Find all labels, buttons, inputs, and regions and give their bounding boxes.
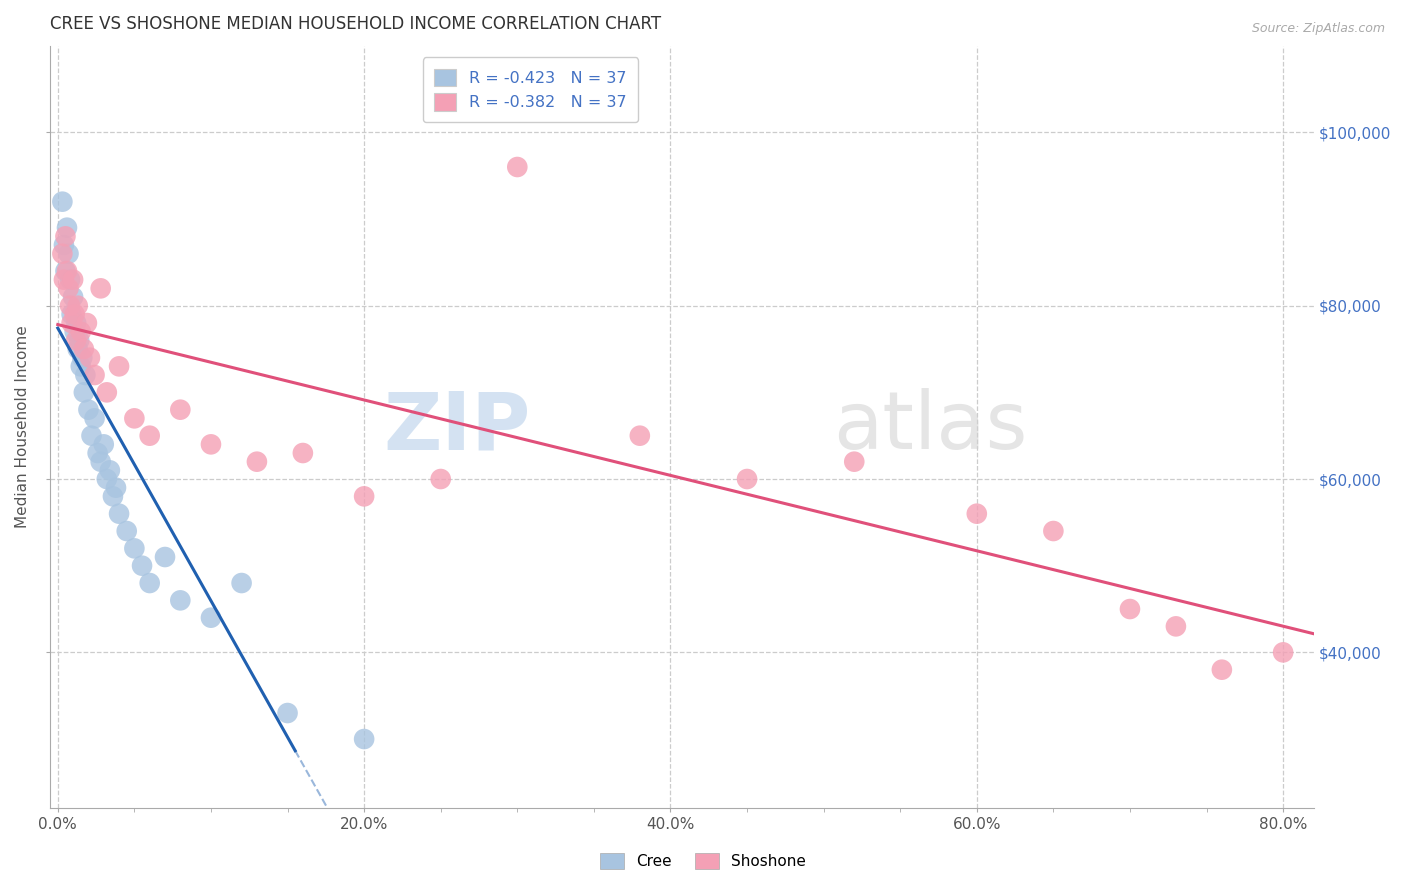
- Point: [98, 463, 121, 477]
- Point: [77, 402, 100, 417]
- Point: [108, 507, 131, 521]
- Point: [51, 194, 73, 209]
- Point: [66, 342, 89, 356]
- Point: [55, 229, 77, 244]
- Point: [108, 359, 131, 374]
- Point: [62, 273, 84, 287]
- Point: [1119, 602, 1142, 616]
- Point: [231, 576, 253, 591]
- Point: [138, 576, 160, 591]
- Point: [353, 732, 375, 747]
- Point: [55, 264, 77, 278]
- Point: [65, 334, 87, 348]
- Y-axis label: Median Household Income: Median Household Income: [15, 326, 30, 528]
- Point: [67, 334, 90, 348]
- Point: [63, 325, 86, 339]
- Point: [96, 385, 118, 400]
- Text: CREE VS SHOSHONE MEDIAN HOUSEHOLD INCOME CORRELATION CHART: CREE VS SHOSHONE MEDIAN HOUSEHOLD INCOME…: [51, 15, 661, 33]
- Point: [62, 290, 84, 304]
- Point: [844, 455, 866, 469]
- Point: [246, 455, 269, 469]
- Text: atlas: atlas: [834, 388, 1028, 466]
- Point: [58, 281, 80, 295]
- Point: [69, 359, 91, 374]
- Point: [353, 489, 375, 503]
- Point: [83, 368, 105, 382]
- Point: [79, 351, 101, 365]
- Point: [69, 325, 91, 339]
- Point: [131, 558, 153, 573]
- Point: [86, 446, 108, 460]
- Point: [291, 446, 314, 460]
- Point: [1164, 619, 1187, 633]
- Point: [51, 246, 73, 260]
- Point: [153, 549, 176, 564]
- Point: [1272, 645, 1295, 659]
- Point: [124, 541, 146, 556]
- Point: [52, 273, 75, 287]
- Text: ZIP: ZIP: [382, 388, 530, 466]
- Point: [52, 238, 75, 252]
- Point: [58, 246, 80, 260]
- Point: [169, 402, 191, 417]
- Point: [200, 610, 222, 624]
- Point: [101, 489, 124, 503]
- Text: Source: ZipAtlas.com: Source: ZipAtlas.com: [1251, 22, 1385, 36]
- Point: [628, 428, 651, 442]
- Point: [506, 160, 529, 174]
- Point: [75, 368, 97, 382]
- Point: [63, 307, 86, 321]
- Legend: R = -0.423   N = 37, R = -0.382   N = 37: R = -0.423 N = 37, R = -0.382 N = 37: [423, 57, 638, 122]
- Point: [105, 481, 128, 495]
- Point: [1042, 524, 1064, 538]
- Point: [65, 316, 87, 330]
- Point: [60, 316, 83, 330]
- Point: [72, 351, 94, 365]
- Point: [66, 299, 89, 313]
- Point: [277, 706, 299, 720]
- Legend: Cree, Shoshone: Cree, Shoshone: [593, 847, 813, 875]
- Point: [83, 411, 105, 425]
- Point: [73, 385, 96, 400]
- Point: [96, 472, 118, 486]
- Point: [90, 281, 112, 295]
- Point: [115, 524, 138, 538]
- Point: [90, 455, 112, 469]
- Point: [60, 307, 83, 321]
- Point: [93, 437, 115, 451]
- Point: [76, 316, 98, 330]
- Point: [56, 220, 79, 235]
- Point: [124, 411, 146, 425]
- Point: [80, 428, 103, 442]
- Point: [735, 472, 758, 486]
- Point: [429, 472, 451, 486]
- Point: [966, 507, 988, 521]
- Point: [56, 264, 79, 278]
- Point: [59, 273, 82, 287]
- Point: [200, 437, 222, 451]
- Point: [138, 428, 160, 442]
- Point: [1211, 663, 1233, 677]
- Point: [73, 342, 96, 356]
- Point: [169, 593, 191, 607]
- Point: [59, 299, 82, 313]
